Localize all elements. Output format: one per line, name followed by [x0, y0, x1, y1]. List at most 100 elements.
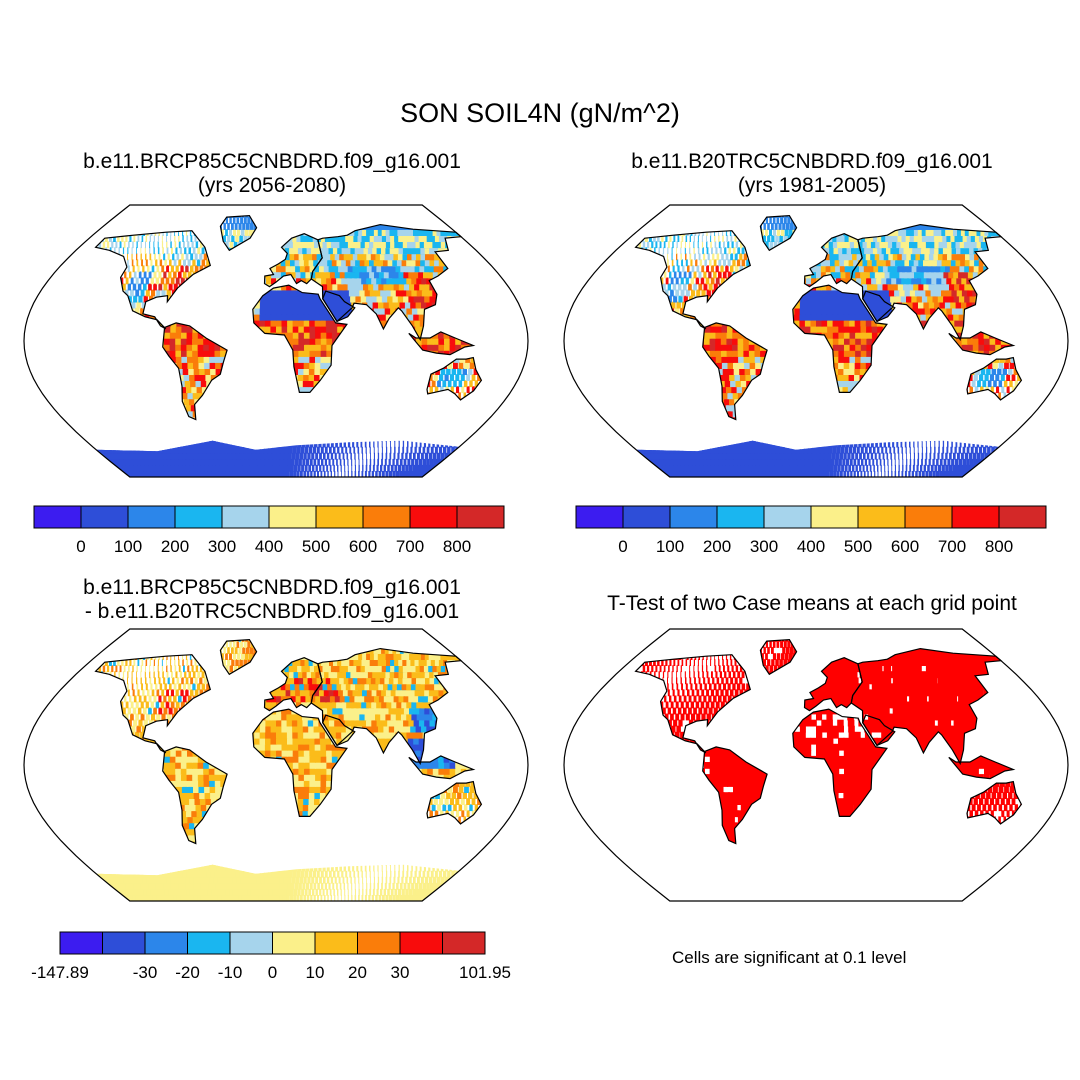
colorbar-box-4 — [763, 505, 812, 529]
coastline-arabia — [322, 714, 356, 747]
colorbar-label-0: 0 — [618, 537, 627, 556]
panel-3-title-line1: b.e11.BRCP85C5CNBDRD.f09_g16.001 — [83, 576, 461, 599]
coastline-asia — [310, 647, 463, 766]
colorbar-box-8 — [951, 505, 1000, 529]
colorbar-label-8: 800 — [443, 537, 471, 556]
colorbar-label-3: 300 — [208, 537, 236, 556]
colorbar-box-9 — [442, 931, 486, 955]
colorbar-box-7 — [357, 931, 401, 955]
colorbar-box-9 — [998, 505, 1047, 529]
colorbar-box-3 — [716, 505, 765, 529]
colorbar-box-6 — [314, 931, 358, 955]
colorbar-box-5 — [272, 931, 316, 955]
colorbar-label-4: -10 — [218, 963, 243, 982]
colorbar-box-1 — [622, 505, 671, 529]
colorbar-box-5 — [810, 505, 859, 529]
coastline-arabia — [862, 714, 896, 747]
coastline-asia — [310, 223, 463, 342]
coastline-samerica — [162, 746, 228, 845]
coastline-australia — [426, 356, 483, 401]
coastline-indonesia — [408, 331, 476, 356]
coastline-samerica — [702, 746, 768, 845]
colorbar-box-0 — [33, 505, 82, 529]
coastline-asia — [850, 647, 1003, 766]
colorbar-box-7 — [362, 505, 411, 529]
coastline-africa — [792, 284, 888, 393]
coastline-indonesia — [948, 331, 1016, 356]
colorbar-box-4 — [221, 505, 270, 529]
colorbar-box-2 — [669, 505, 718, 529]
colorbar-label-5: 0 — [268, 963, 277, 982]
colorbar-box-8 — [399, 931, 443, 955]
map-historical — [563, 204, 1069, 478]
coastline-australia — [426, 780, 483, 825]
panel-3-title: b.e11.BRCP85C5CNBDRD.f09_g16.001 - b.e11… — [22, 576, 522, 624]
panel-2-title-line2: (yrs 1981-2005) — [737, 174, 887, 197]
map-future — [23, 204, 529, 478]
colorbar-label-1: 100 — [656, 537, 684, 556]
colorbar-label-7: 700 — [938, 537, 966, 556]
coastline-africa — [792, 708, 888, 817]
colorbar-box-1 — [102, 931, 146, 955]
coastline-namerica — [634, 654, 752, 754]
colorbar-label-8: 800 — [985, 537, 1013, 556]
coastline-arabia — [322, 290, 356, 323]
colorbar-box-6 — [857, 505, 906, 529]
panel-2-title-line1: b.e11.B20TRC5CNBDRD.f09_g16.001 — [631, 150, 993, 173]
coastline-indonesia — [408, 755, 476, 780]
coastline-indonesia — [948, 755, 1016, 780]
coastline-namerica — [94, 654, 212, 754]
colorbar-label-0: -147.89 — [31, 963, 89, 982]
significance-note: Cells are significant at 0.1 level — [672, 948, 907, 967]
colorbar-label-4: 400 — [797, 537, 825, 556]
colorbar-label-7: 20 — [348, 963, 367, 982]
colorbar-label-6: 600 — [349, 537, 377, 556]
colorbar-box-2 — [144, 931, 188, 955]
map-boundary — [563, 204, 1069, 478]
map-boundary — [23, 628, 529, 902]
colorbar-label-5: 500 — [844, 537, 872, 556]
colorbar-label-6: 600 — [891, 537, 919, 556]
colorbar-future: 0 100 200 300 400 500 600 700 800 — [33, 505, 505, 556]
coastline-africa — [252, 284, 348, 393]
coastline-arabia — [862, 290, 896, 323]
colorbar-box-6 — [315, 505, 364, 529]
colorbar-label-5: 500 — [302, 537, 330, 556]
colorbar-label-10: 101.95 — [459, 963, 511, 982]
figure-title: SON SOIL4N (gN/m^2) — [400, 98, 680, 128]
panel-4-title: T-Test of two Case means at each grid po… — [552, 592, 1072, 616]
colorbar-label-7: 700 — [396, 537, 424, 556]
colorbar-box-3 — [187, 931, 231, 955]
map-ttest — [563, 628, 1069, 902]
coastline-greenland — [219, 638, 258, 676]
colorbar-box-9 — [456, 505, 505, 529]
colorbar-box-8 — [409, 505, 458, 529]
panel-3-title-line2: - b.e11.B20TRC5CNBDRD.f09_g16.001 — [84, 600, 460, 623]
coastline-samerica — [162, 322, 228, 421]
colorbar-box-3 — [174, 505, 223, 529]
colorbar-box-1 — [80, 505, 129, 529]
colorbar-label-4: 400 — [255, 537, 283, 556]
coastline-greenland — [759, 638, 798, 676]
panel-4-title-line1: T-Test of two Case means at each grid po… — [607, 592, 1017, 615]
colorbar-label-1: 100 — [114, 537, 142, 556]
colorbar-historical: 0 100 200 300 400 500 600 700 800 — [575, 505, 1047, 556]
colorbar-box-0 — [59, 931, 103, 955]
coastline-australia — [966, 780, 1023, 825]
coastline-africa — [252, 708, 348, 817]
colorbar-label-2: 200 — [161, 537, 189, 556]
coastline-namerica — [94, 230, 212, 330]
colorbar-box-4 — [229, 931, 273, 955]
coastline-samerica — [702, 322, 768, 421]
map-boundary — [563, 628, 1069, 902]
colorbar-label-6: 10 — [306, 963, 325, 982]
colorbar-label-8: 30 — [391, 963, 410, 982]
panel-2-title: b.e11.B20TRC5CNBDRD.f09_g16.001 (yrs 198… — [562, 150, 1062, 198]
panel-1-title: b.e11.BRCP85C5CNBDRD.f09_g16.001 (yrs 20… — [22, 150, 522, 198]
coastline-greenland — [759, 214, 798, 252]
coastline-greenland — [219, 214, 258, 252]
map-boundary — [23, 204, 529, 478]
coastline-namerica — [634, 230, 752, 330]
colorbar-box-5 — [268, 505, 317, 529]
colorbar-box-0 — [575, 505, 624, 529]
